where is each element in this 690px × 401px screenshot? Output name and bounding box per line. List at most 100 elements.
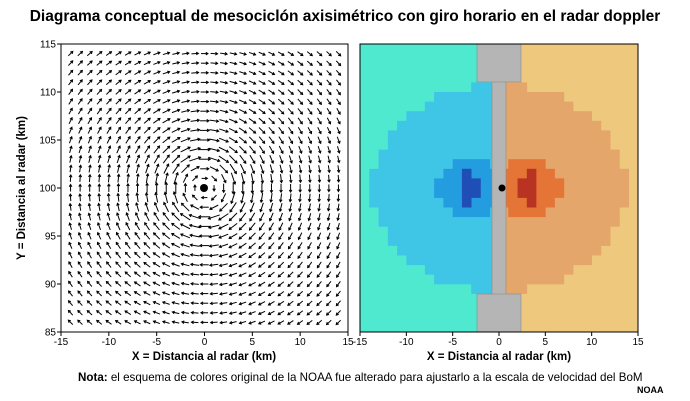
wind-vector (171, 108, 181, 114)
velocity-cell (471, 92, 481, 102)
wind-vector (289, 164, 293, 174)
wind-vector (326, 232, 331, 241)
velocity-cell (424, 168, 435, 179)
wind-vector (306, 70, 313, 76)
velocity-cell (563, 226, 574, 237)
velocity-cell (443, 255, 453, 266)
velocity-cell (397, 226, 407, 237)
wind-vector (326, 60, 332, 67)
wind-vector (307, 117, 313, 125)
velocity-cell (600, 149, 611, 160)
wind-vector (228, 222, 238, 230)
wind-vector (174, 181, 178, 194)
wind-vector (287, 281, 294, 288)
wind-vector (78, 193, 82, 202)
wind-vector (172, 70, 181, 75)
wind-vector (136, 173, 140, 183)
wind-vector (238, 118, 248, 124)
wind-vector (180, 137, 191, 143)
velocity-cell (554, 216, 565, 227)
velocity-cell (434, 149, 444, 160)
wind-vector (200, 71, 210, 75)
velocity-cell (424, 130, 435, 141)
wind-vector (96, 88, 103, 95)
wind-vector (171, 272, 180, 277)
wind-vector (78, 202, 82, 211)
wind-vector (125, 241, 131, 250)
wind-vector (287, 89, 294, 96)
velocity-cell (434, 168, 444, 179)
wind-vector (218, 282, 228, 287)
wind-vector (277, 271, 285, 278)
wind-vector (316, 51, 323, 57)
wind-vector (134, 79, 142, 85)
wind-vector (124, 51, 132, 56)
wind-vector (287, 242, 294, 250)
wind-vector (307, 184, 312, 193)
wind-vector (116, 192, 120, 202)
wind-vector (316, 98, 322, 106)
wind-vector (279, 174, 284, 184)
wind-vector (259, 192, 264, 204)
wind-vector (199, 138, 211, 142)
wind-vector (268, 80, 276, 85)
x-tick-label: -15 (353, 337, 368, 348)
wind-vector (210, 51, 219, 56)
wind-vector (189, 262, 200, 267)
wind-vector (152, 232, 161, 240)
wind-vector (114, 310, 122, 316)
velocity-cell (424, 140, 435, 150)
velocity-cell (415, 159, 426, 170)
velocity-cell (415, 149, 426, 160)
wind-vector (116, 154, 121, 164)
wind-vector (269, 202, 274, 213)
wind-vector (199, 291, 209, 296)
wind-vector (239, 212, 247, 222)
wind-vector (209, 166, 220, 172)
wind-vector (180, 146, 191, 153)
wind-vector (68, 212, 72, 221)
wind-vector (86, 319, 93, 325)
wind-vector (201, 51, 209, 56)
wind-vector (336, 89, 341, 96)
wind-vector (248, 99, 257, 105)
velocity-cell (387, 207, 398, 218)
velocity-cell (387, 188, 398, 198)
wind-vector (124, 89, 132, 95)
wind-vector (238, 320, 247, 325)
wind-vector (316, 60, 323, 67)
wind-vector (145, 163, 150, 174)
wind-vector (162, 212, 170, 222)
wind-vector (67, 50, 74, 57)
wind-vector (335, 300, 341, 307)
wind-vector (317, 146, 322, 154)
wind-vector (107, 183, 111, 192)
wind-vector (307, 136, 313, 145)
wind-vector (249, 192, 254, 204)
wind-vector (307, 213, 312, 222)
velocity-cell (397, 245, 407, 256)
wind-vector (125, 212, 130, 221)
wind-vector (96, 60, 103, 66)
wind-vector (327, 136, 332, 145)
wind-vector (297, 242, 303, 250)
wind-vector (153, 211, 160, 222)
wind-vector (143, 60, 152, 66)
velocity-cell (563, 188, 574, 198)
wind-vector (162, 136, 171, 144)
wind-vector (268, 242, 275, 250)
velocity-cell (452, 111, 463, 122)
velocity-cell (471, 101, 481, 112)
wind-vector (116, 135, 121, 144)
wind-vector (239, 154, 247, 164)
wind-vector (238, 222, 247, 231)
velocity-cell (573, 245, 583, 256)
velocity-cell (480, 101, 491, 112)
wind-vector (116, 182, 121, 193)
wind-vector (171, 222, 181, 230)
velocity-cell (545, 207, 555, 218)
wind-vector (336, 184, 341, 193)
wind-vector (297, 271, 303, 278)
wind-vector (268, 70, 276, 76)
wind-vector (208, 253, 219, 258)
